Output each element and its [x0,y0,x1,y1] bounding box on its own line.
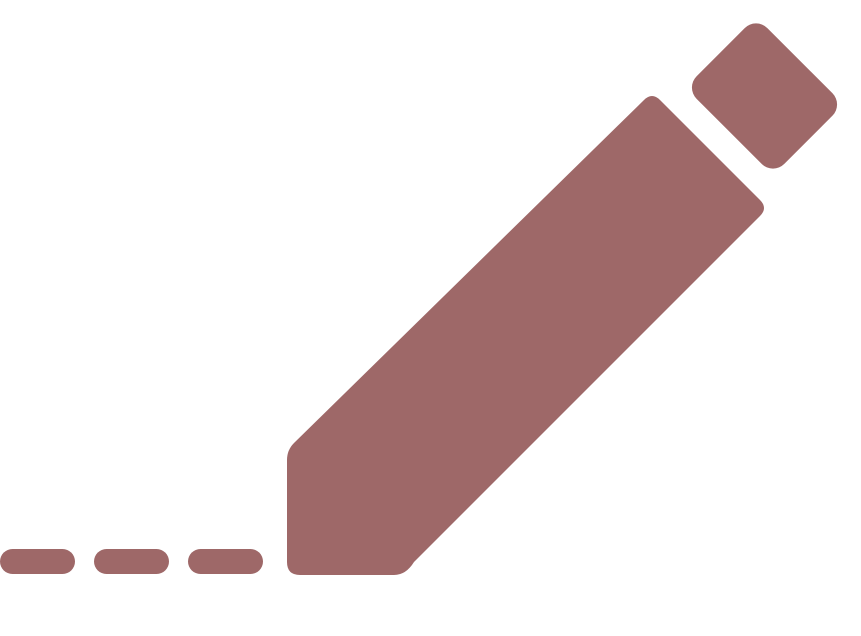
underline-dash [94,549,169,574]
pencil-body [287,96,764,575]
pencil-eraser-cap [691,23,838,169]
underline-dash [0,549,75,574]
underline-dash [188,549,263,574]
